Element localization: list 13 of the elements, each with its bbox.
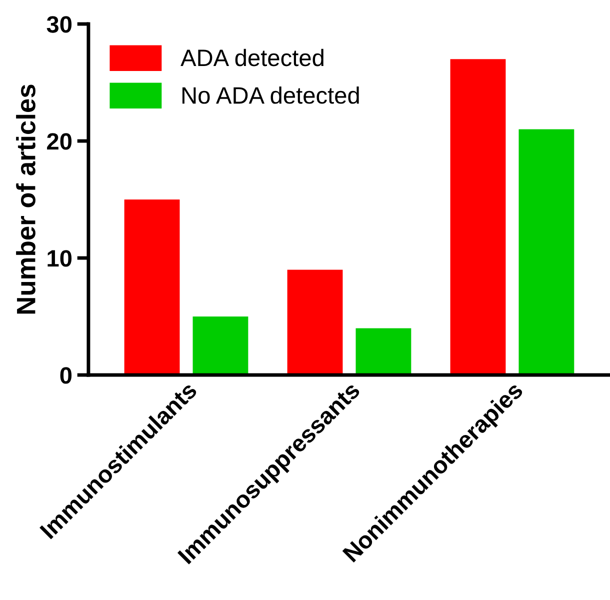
y-tick-label: 20 [47, 133, 72, 150]
bar [356, 328, 412, 375]
bar [192, 316, 248, 375]
bar [124, 200, 180, 375]
y-tick-label: 0 [60, 367, 72, 384]
legend-label: No ADA detected [182, 86, 359, 104]
legend-label: ADA detected [180, 48, 324, 66]
y-tick-label: 10 [48, 250, 72, 267]
bar [287, 270, 343, 375]
bar [450, 59, 506, 375]
y-tick-label: 30 [46, 16, 72, 33]
y-axis-title: Number of articles [16, 84, 36, 314]
bar [518, 129, 574, 375]
